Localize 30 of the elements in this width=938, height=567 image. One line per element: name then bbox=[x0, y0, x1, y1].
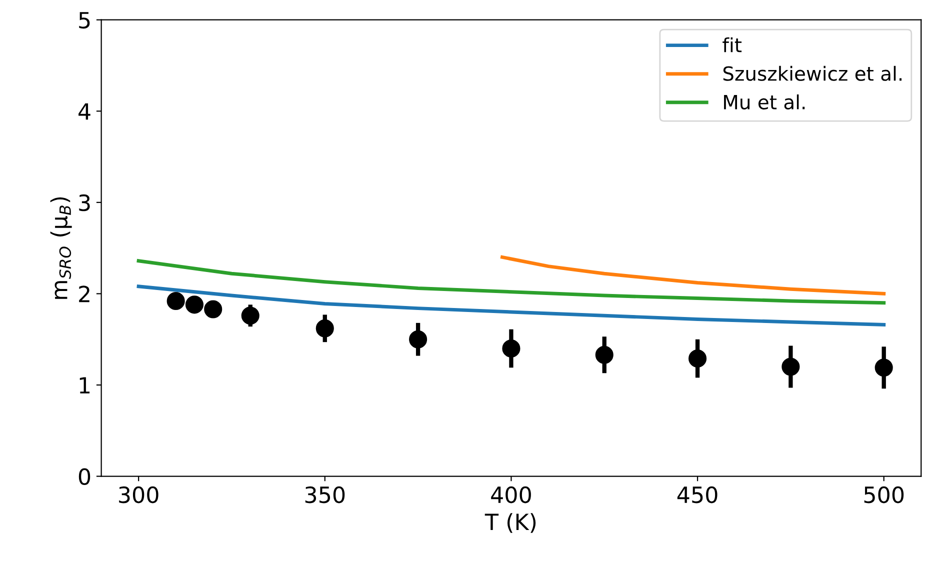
point bbox=[185, 296, 204, 314]
line-series bbox=[136, 259, 886, 305]
y-tick-label: 4 bbox=[78, 103, 90, 120]
line-series bbox=[500, 255, 886, 296]
y-axis-title: m$_{SRO}$ (μ$_{B}$) bbox=[50, 197, 72, 299]
point bbox=[874, 358, 893, 377]
point bbox=[502, 339, 520, 358]
y-tick-label: 1 bbox=[80, 377, 90, 394]
point bbox=[166, 292, 185, 310]
x-tick-label: 300 bbox=[119, 486, 158, 504]
legend-label: Mu et al. bbox=[724, 94, 805, 110]
point bbox=[204, 300, 222, 318]
y-tick-label: 5 bbox=[79, 12, 90, 29]
x-tick-label: 500 bbox=[864, 486, 904, 504]
y-tick-label: 2 bbox=[79, 286, 90, 302]
x-tick-label: 450 bbox=[677, 486, 718, 504]
point bbox=[688, 349, 707, 368]
point bbox=[409, 330, 428, 348]
x-axis-title: T (K) bbox=[484, 513, 536, 533]
y-tick-label: 3 bbox=[79, 194, 90, 212]
point bbox=[595, 346, 614, 364]
point bbox=[241, 306, 260, 325]
point bbox=[316, 319, 334, 338]
legend-label: Szuszkiewicz et al. bbox=[723, 66, 902, 81]
line-series bbox=[136, 284, 886, 326]
y-tick-label: 0 bbox=[78, 468, 90, 486]
legend-label: fit bbox=[722, 37, 742, 52]
point bbox=[782, 358, 800, 376]
x-tick-label: 400 bbox=[491, 486, 531, 504]
x-tick-label: 350 bbox=[305, 486, 345, 504]
